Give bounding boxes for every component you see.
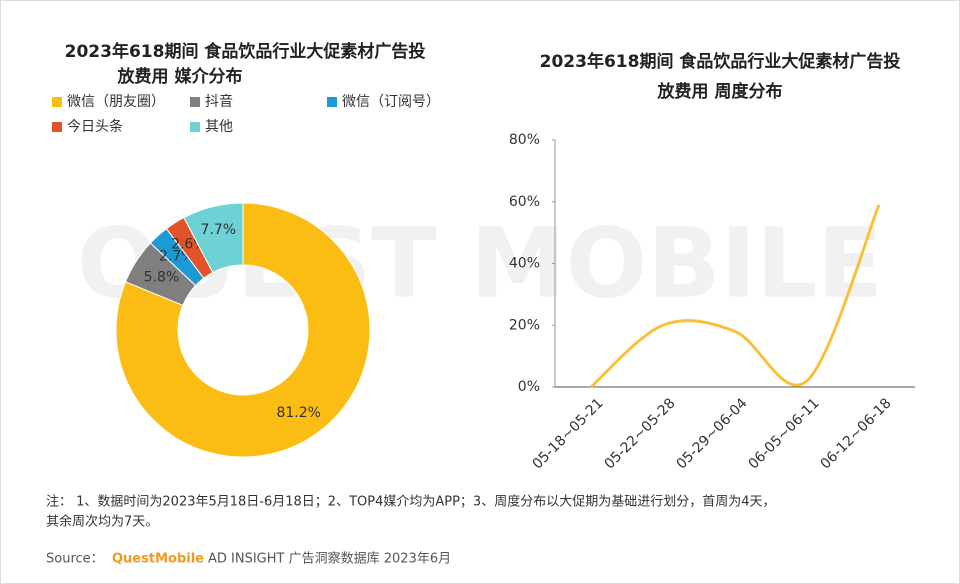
footnote: 其余周次均为7天。 xyxy=(46,514,158,530)
donut-slice xyxy=(183,202,244,274)
source-text: AD INSIGHT 广告洞察数据库 2023年6月 xyxy=(208,551,451,567)
legend-swatch xyxy=(52,97,62,107)
legend-swatch xyxy=(190,122,200,132)
footnote: 注： 1、数据时间为2023年5月18日-6月18日；2、TOP4媒介均为APP… xyxy=(46,494,775,510)
y-tick-label: 60% xyxy=(509,194,540,210)
data-label: 5.8% xyxy=(144,270,180,286)
legend-label: 微信（朋友圈） xyxy=(67,94,165,110)
source-brand: QuestMobile xyxy=(112,552,204,567)
legend-label: 微信（订阅号） xyxy=(342,94,440,110)
legend-swatch xyxy=(52,122,62,132)
y-tick-label: 0% xyxy=(518,379,540,395)
y-tick-label: 80% xyxy=(509,132,540,148)
legend-label: 今日头条 xyxy=(67,118,123,135)
y-tick-label: 40% xyxy=(509,256,540,272)
chart-title: 放费用 周度分布 xyxy=(657,81,783,102)
data-label: 7.7% xyxy=(201,222,237,238)
source-label: Source： xyxy=(46,552,104,567)
chart-title: 2023年618期间 食品饮品行业大促素材广告投 xyxy=(65,41,426,62)
chart-title: 放费用 媒介分布 xyxy=(117,66,243,87)
donut-slice xyxy=(115,202,371,458)
y-tick-label: 20% xyxy=(509,317,540,333)
data-label: 81.2% xyxy=(276,405,320,421)
line xyxy=(590,204,881,389)
chart-title: 2023年618期间 食品饮品行业大促素材广告投 xyxy=(540,51,901,72)
legend-label: 其他 xyxy=(205,119,233,135)
legend-label: 抖音 xyxy=(205,93,233,110)
legend-swatch xyxy=(327,97,337,107)
legend-swatch xyxy=(190,97,200,107)
